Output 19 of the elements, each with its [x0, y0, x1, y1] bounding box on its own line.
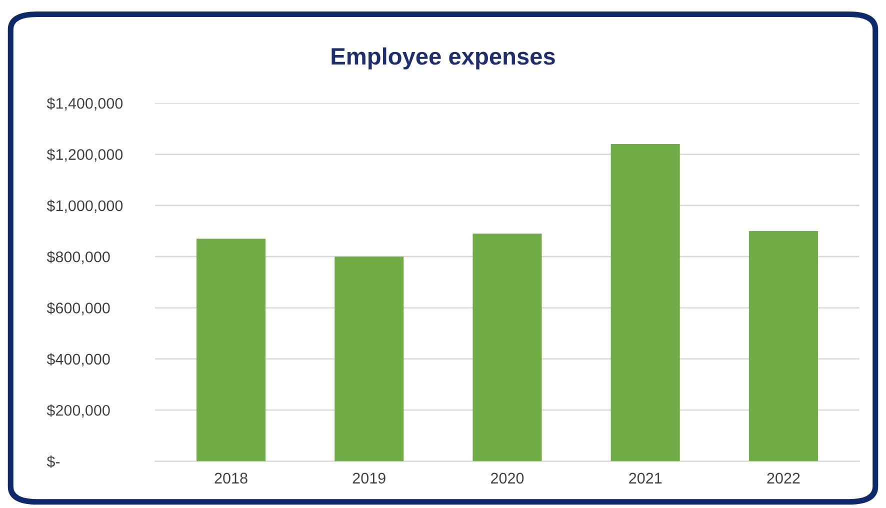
x-tick-label: 2021: [629, 472, 662, 484]
bar: [334, 256, 404, 462]
x-tick-label: 2020: [491, 472, 524, 484]
x-tick-label: 2022: [767, 472, 800, 484]
bar: [610, 144, 680, 462]
y-tick-label: $200,000: [46, 404, 110, 418]
y-tick-label: $400,000: [46, 353, 110, 366]
y-tick-label: $600,000: [46, 302, 110, 316]
x-tick-label: 2019: [352, 472, 386, 484]
bar: [196, 238, 266, 462]
bar: [748, 231, 818, 462]
y-tick-label: $-: [46, 455, 60, 468]
x-tick-label: 2018: [214, 472, 248, 484]
y-tick-label: $1,400,000: [46, 97, 123, 111]
y-tick-label: $1,000,000: [46, 200, 123, 213]
y-tick-label: $800,000: [46, 250, 110, 264]
y-tick-label: $1,200,000: [46, 148, 123, 162]
chart-title: Employee expenses: [332, 47, 555, 70]
bar: [472, 234, 542, 462]
